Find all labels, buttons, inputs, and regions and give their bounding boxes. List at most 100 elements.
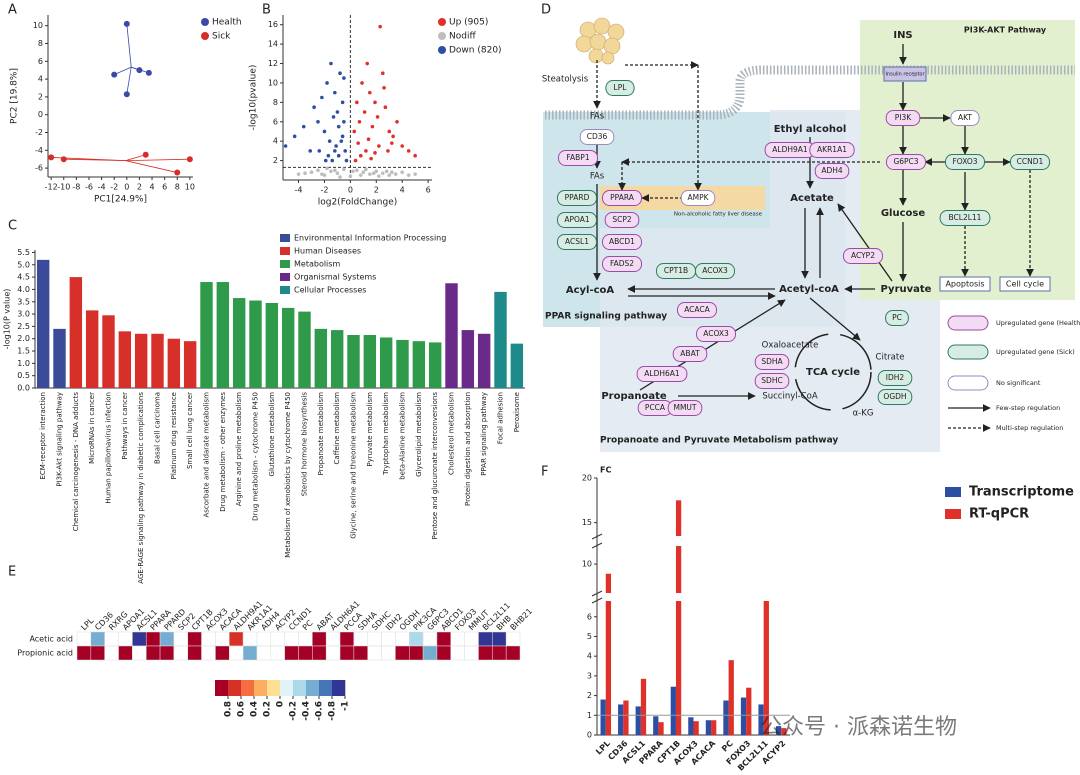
y-tick-label: 20 xyxy=(582,474,592,483)
gene-node xyxy=(885,110,921,126)
colorbar-tick-label: 0.2 xyxy=(263,701,273,717)
point xyxy=(391,134,395,139)
point xyxy=(123,20,130,27)
gene-node xyxy=(604,212,640,228)
y-tick-label: -6 xyxy=(35,164,43,173)
point xyxy=(330,158,335,163)
heatmap-cell xyxy=(284,631,299,647)
legend-label: Upregulated gene (Sick) xyxy=(996,348,1075,356)
colorbar-tick-label: -1 xyxy=(341,701,351,711)
point xyxy=(292,134,297,139)
heatmap-cell xyxy=(312,631,327,647)
point xyxy=(342,119,346,124)
x-tick-label: Human papillomavirus infection xyxy=(105,392,113,504)
x-tick-label: -4 xyxy=(295,186,303,195)
y-tick-label: 2 xyxy=(38,92,43,101)
connector xyxy=(126,67,132,95)
bar xyxy=(618,704,624,735)
axis-break-gap xyxy=(593,536,790,546)
point xyxy=(406,173,411,177)
gene-label: AKT xyxy=(958,113,972,122)
point xyxy=(308,149,313,153)
diagram-label: α-KG xyxy=(853,409,874,419)
legend-swatch xyxy=(945,487,961,497)
membrane xyxy=(545,65,1075,120)
x-tick-label: Arginine and proline metabolism xyxy=(235,392,243,506)
diagram-label: Acetate xyxy=(790,193,834,204)
point xyxy=(375,115,380,119)
y-tick-label: 1.5 xyxy=(17,347,30,356)
point xyxy=(387,129,392,134)
x-tick-label: Steroid hormone biosynthesis xyxy=(301,392,309,497)
legend-marker xyxy=(947,344,989,360)
bar xyxy=(461,330,475,388)
gene-node xyxy=(886,154,926,170)
x-tick-label: -8 xyxy=(72,183,80,192)
heatmap-cell xyxy=(104,631,119,647)
bar xyxy=(265,302,279,388)
gene-node xyxy=(557,190,597,206)
y-tick-label: -4 xyxy=(35,146,43,155)
point xyxy=(358,153,363,158)
heatmap-cell xyxy=(132,645,147,661)
point xyxy=(145,69,152,76)
heatmap-cell xyxy=(242,631,258,647)
panel-label: D xyxy=(541,3,551,18)
legend-label: Environmental Information Processing xyxy=(294,234,446,243)
point xyxy=(383,105,388,110)
heatmap-cell xyxy=(381,631,396,647)
heatmap-cell xyxy=(325,631,341,647)
point xyxy=(348,174,353,178)
heatmap-cell xyxy=(409,631,424,647)
row-label: Propionic acid xyxy=(17,649,73,658)
y-tick-label: 12 xyxy=(268,59,278,68)
colorbar-tick-label: 0.4 xyxy=(250,701,260,717)
gene-node xyxy=(602,190,642,206)
point xyxy=(339,139,344,143)
heatmap-cell xyxy=(339,645,355,661)
point xyxy=(377,174,381,178)
point xyxy=(373,100,377,105)
legend-label: Nodiff xyxy=(449,32,476,42)
gene-node xyxy=(605,80,635,96)
gene-label: SDHC xyxy=(761,376,782,385)
heatmap-cell xyxy=(187,631,202,647)
legend-label: Down (820) xyxy=(449,46,502,56)
heatmap-cell xyxy=(173,645,188,661)
legend-marker xyxy=(438,46,446,54)
row-label: Acetic acid xyxy=(29,635,73,644)
gene-node xyxy=(945,154,985,170)
point xyxy=(333,149,337,153)
bar xyxy=(705,720,712,735)
colorbar-swatch xyxy=(293,680,307,696)
point xyxy=(355,168,359,173)
x-tick-label: Glutathione metabolism xyxy=(268,392,276,477)
y-tick-label: 5.5 xyxy=(17,248,30,257)
point xyxy=(320,95,324,100)
point xyxy=(395,119,399,124)
y-tick-label: 1.0 xyxy=(17,359,30,368)
x-tick-label: Small cell lung cancer xyxy=(186,392,194,469)
x-tick-label: Peroxisome xyxy=(513,392,521,432)
gene-node xyxy=(950,110,980,126)
point xyxy=(380,171,385,176)
legend-marker xyxy=(438,18,446,26)
heatmap-cell xyxy=(464,631,479,647)
x-tick-label: Focal adhesion xyxy=(497,392,505,444)
diagram-label: Pyruvate xyxy=(881,284,932,295)
gene-label: ALDH9A1 xyxy=(772,145,808,154)
x-tick-label: 4 xyxy=(400,186,405,195)
point xyxy=(390,170,394,175)
x-tick-label: -12 xyxy=(45,183,58,192)
y-tick-label: 2.0 xyxy=(17,334,30,343)
heatmap-cell xyxy=(492,645,507,661)
diagram-label: Citrate xyxy=(876,353,905,363)
gene-node xyxy=(557,234,597,250)
x-tick-label: -10 xyxy=(57,183,70,192)
diagram-label: Glucose xyxy=(881,208,926,219)
bar xyxy=(623,700,629,735)
heatmap-cell xyxy=(270,631,285,647)
x-tick-label: Cholesterol metabolism xyxy=(448,392,456,475)
diagram-label: Acetyl-coA xyxy=(779,284,839,295)
box-label: Insulin receptor xyxy=(885,72,925,78)
